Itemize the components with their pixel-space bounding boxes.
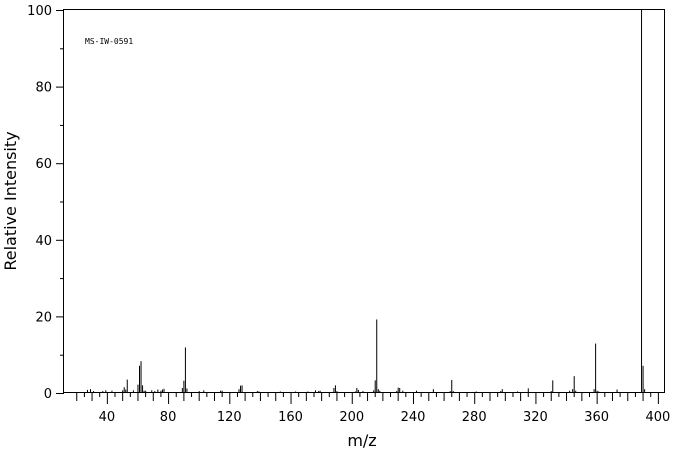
x-tick-label: 80 — [160, 410, 177, 425]
y-tick-label: 0 — [44, 387, 52, 402]
x-tick-label: 280 — [462, 410, 487, 425]
y-tick-label: 60 — [35, 157, 52, 172]
x-tick-label: 40 — [99, 410, 116, 425]
sample-id-annotation: MS-IW-0591 — [85, 37, 133, 46]
y-tick-label: 40 — [35, 234, 52, 249]
x-tick-label: 200 — [339, 410, 364, 425]
x-tick-label: 120 — [217, 410, 242, 425]
peak-series — [86, 10, 646, 393]
y-axis-title: Relative Intensity — [1, 131, 20, 270]
x-tick-label: 400 — [645, 410, 670, 425]
x-tick-label: 240 — [401, 410, 426, 425]
x-tick-label: 360 — [584, 410, 609, 425]
y-tick-label: 100 — [27, 4, 52, 19]
x-axis-ticks: 40 80 120 160 200 240 280 320 360 400 — [76, 393, 670, 425]
plot-frame — [63, 9, 665, 393]
y-tick-label: 20 — [35, 310, 52, 325]
y-tick-label: 80 — [35, 81, 52, 96]
x-tick-label: 160 — [278, 410, 303, 425]
x-tick-label: 320 — [523, 410, 548, 425]
x-axis-title: m/z — [347, 431, 376, 450]
y-axis-ticks: 0 20 40 60 80 100 — [27, 4, 64, 402]
